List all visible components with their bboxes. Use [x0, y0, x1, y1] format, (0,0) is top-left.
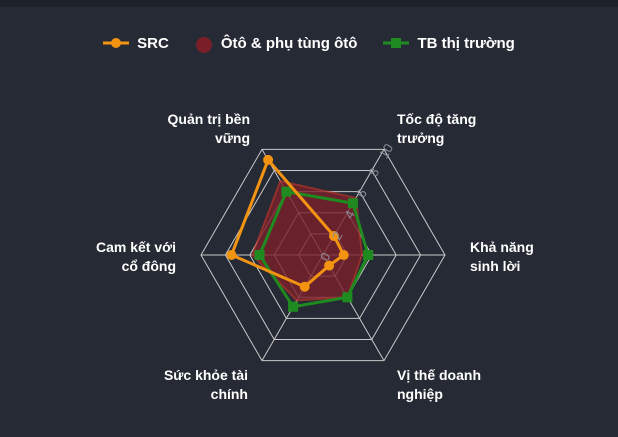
legend-label-src: SRC [137, 34, 169, 52]
data-point-src [226, 250, 237, 260]
axis-label: Khả năng [470, 239, 534, 255]
legend-item-market[interactable]: TB thị trường [383, 34, 515, 52]
axis-label: vững [215, 130, 250, 146]
axis-label: trưởng [397, 130, 444, 146]
legend-line-circle-icon [103, 36, 130, 50]
legend-item-src[interactable]: SRC [103, 35, 169, 52]
axis-label: nghiệp [397, 386, 443, 402]
legend-circle-icon [195, 36, 213, 53]
data-point-market [281, 186, 292, 197]
data-point-market [363, 250, 374, 260]
axis-label: Quản trị bền [168, 111, 250, 127]
chart-legend: SRC Ôtô & phụ tùng ôtô TB thị trường [0, 30, 618, 56]
tick-label: 10 [376, 141, 396, 161]
axis-label: sinh lời [470, 258, 520, 274]
data-point-src [338, 250, 349, 260]
axis-label: Vị thế doanh [397, 367, 481, 383]
axis-label: chính [211, 386, 248, 402]
axis-label: Sức khỏe tài [164, 367, 248, 383]
legend-line-square-icon [383, 36, 410, 50]
data-point-market [288, 301, 299, 312]
data-point-market [342, 292, 353, 303]
data-point-market [347, 198, 358, 209]
legend-label-industry: Ôtô & phụ tùng ôtô [220, 34, 358, 52]
legend-label-market: TB thị trường [417, 34, 515, 52]
top-strip [0, 0, 618, 7]
data-point-src [263, 154, 274, 165]
legend-item-industry[interactable]: Ôtô & phụ tùng ôtô [195, 34, 358, 53]
data-point-src [299, 281, 310, 292]
data-point-src [328, 230, 339, 241]
axis-label: cổ đông [122, 258, 176, 274]
data-point-src [324, 260, 335, 271]
axis-label: Cam kết với [96, 239, 176, 255]
axis-label: Tốc độ tăng [397, 111, 476, 127]
data-point-market [254, 250, 265, 260]
